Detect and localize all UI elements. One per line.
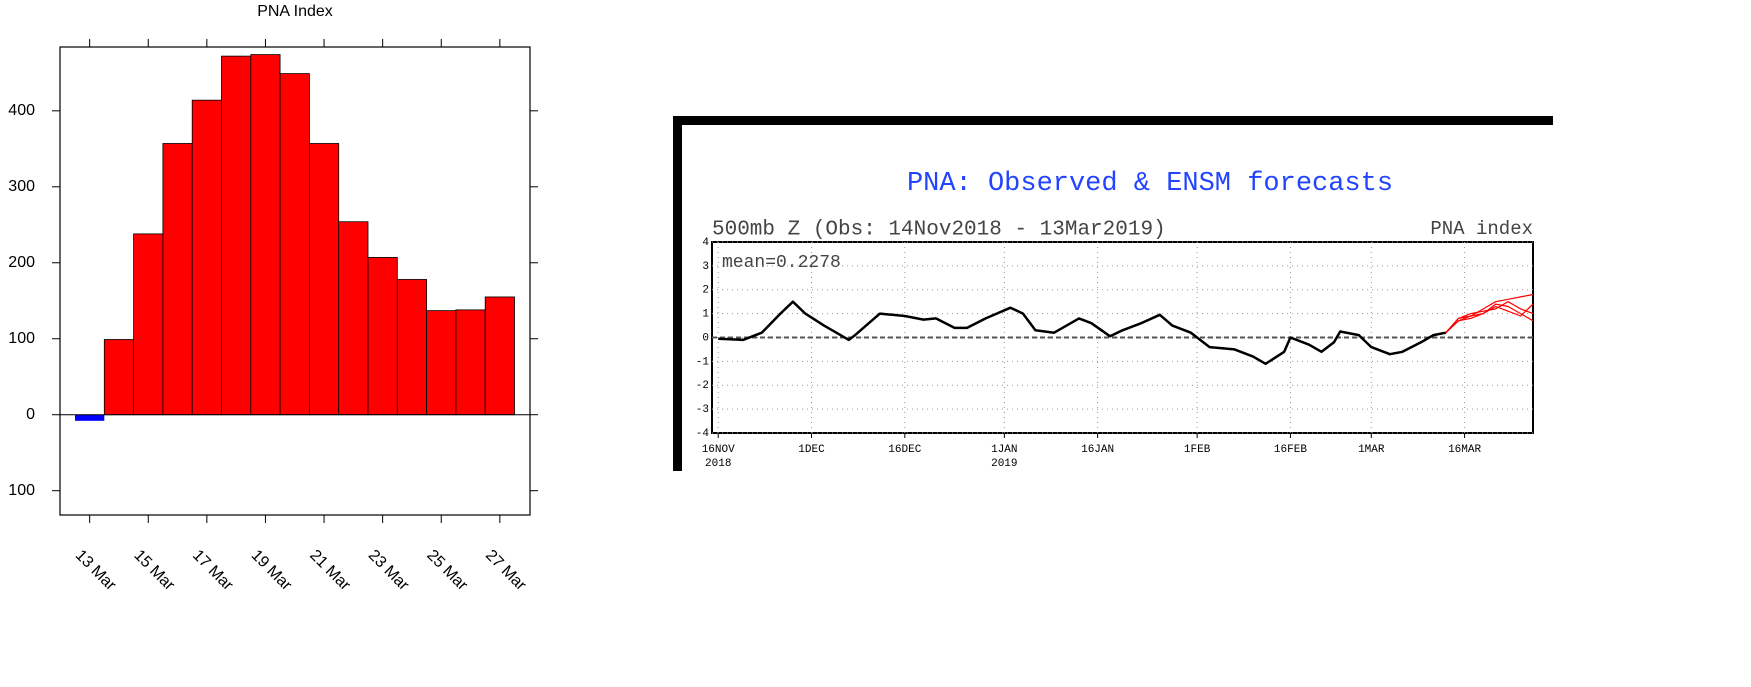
bar	[162, 143, 193, 416]
bar	[133, 233, 164, 416]
x-tick-label: 13 Mar	[72, 547, 120, 595]
x-tick-label: 19 Mar	[248, 547, 296, 595]
subtitle: 500mb Z (Obs: 14Nov2018 - 13Mar2019)	[712, 219, 1166, 242]
bar	[103, 339, 135, 416]
y-tick-label: 0	[702, 332, 709, 344]
x-tick-label: 25 Mar	[423, 547, 471, 595]
x-tick-label: 15 Mar	[130, 547, 178, 595]
x-tick-label: 16FEB	[1274, 444, 1307, 456]
series-line	[1445, 303, 1534, 334]
bar	[308, 143, 340, 416]
x-tick-label: 16JAN	[1081, 444, 1114, 456]
bar	[396, 279, 427, 416]
series-line	[1445, 301, 1534, 334]
right-chart: PNA: Observed & ENSM forecasts 500mb Z (…	[673, 116, 1553, 471]
x-tick-label: 21 Mar	[306, 547, 354, 595]
x-tick-sublabel: 2018	[705, 458, 731, 470]
y-tick-label: 3	[702, 261, 709, 273]
y-tick-label: 1	[702, 309, 709, 321]
bar	[367, 257, 398, 416]
y-tick-label: 200	[8, 254, 35, 271]
y-tick-label: -2	[696, 380, 709, 392]
y-label: PNA index	[1430, 218, 1533, 240]
series-line	[718, 300, 1447, 366]
x-tick-sublabel: 2019	[991, 458, 1017, 470]
y-tick-label: 2	[702, 285, 709, 297]
y-tick-label: 100	[8, 330, 35, 347]
bar	[221, 55, 252, 416]
bar	[426, 310, 457, 416]
frame-left	[673, 116, 682, 471]
x-tick-label: 1DEC	[798, 444, 825, 456]
frame-top	[673, 116, 1553, 125]
y-tick-label: -4	[696, 428, 710, 440]
chart-title: PNA Index	[257, 3, 333, 20]
plot-frame	[59, 46, 531, 516]
y-tick-label: 100	[8, 482, 35, 499]
y-tick-label: 300	[8, 178, 35, 195]
x-tick-label: 1JAN	[991, 444, 1017, 456]
bar	[250, 54, 281, 416]
bar	[75, 414, 105, 421]
x-tick-label: 16MAR	[1448, 444, 1481, 456]
y-tick-label: -3	[696, 404, 709, 416]
bar	[191, 99, 222, 416]
y-tick-label: 4	[702, 237, 709, 249]
x-tick-label: 17 Mar	[189, 547, 237, 595]
x-tick-label: 1FEB	[1184, 444, 1211, 456]
left-chart: PNA Index 100 0 100 200 300 400 13 Mar 15 Mar 17…	[8, 3, 538, 595]
y-tick-label: 400	[8, 102, 35, 119]
annotation: mean=0.2278	[722, 253, 841, 273]
x-tick-label: 16NOV	[702, 444, 735, 456]
chart-title: PNA: Observed & ENSM forecasts	[907, 169, 1393, 199]
bar	[455, 309, 486, 416]
x-tick-label: 27 Mar	[482, 547, 530, 595]
x-tick-label: 23 Mar	[365, 547, 413, 595]
bar	[338, 221, 369, 416]
bar	[484, 296, 515, 416]
bar	[279, 73, 310, 416]
y-tick-label: 0	[26, 406, 35, 423]
x-tick-label: 16DEC	[888, 444, 921, 456]
y-tick-label: -1	[696, 356, 710, 368]
x-tick-label: 1MAR	[1358, 444, 1385, 456]
